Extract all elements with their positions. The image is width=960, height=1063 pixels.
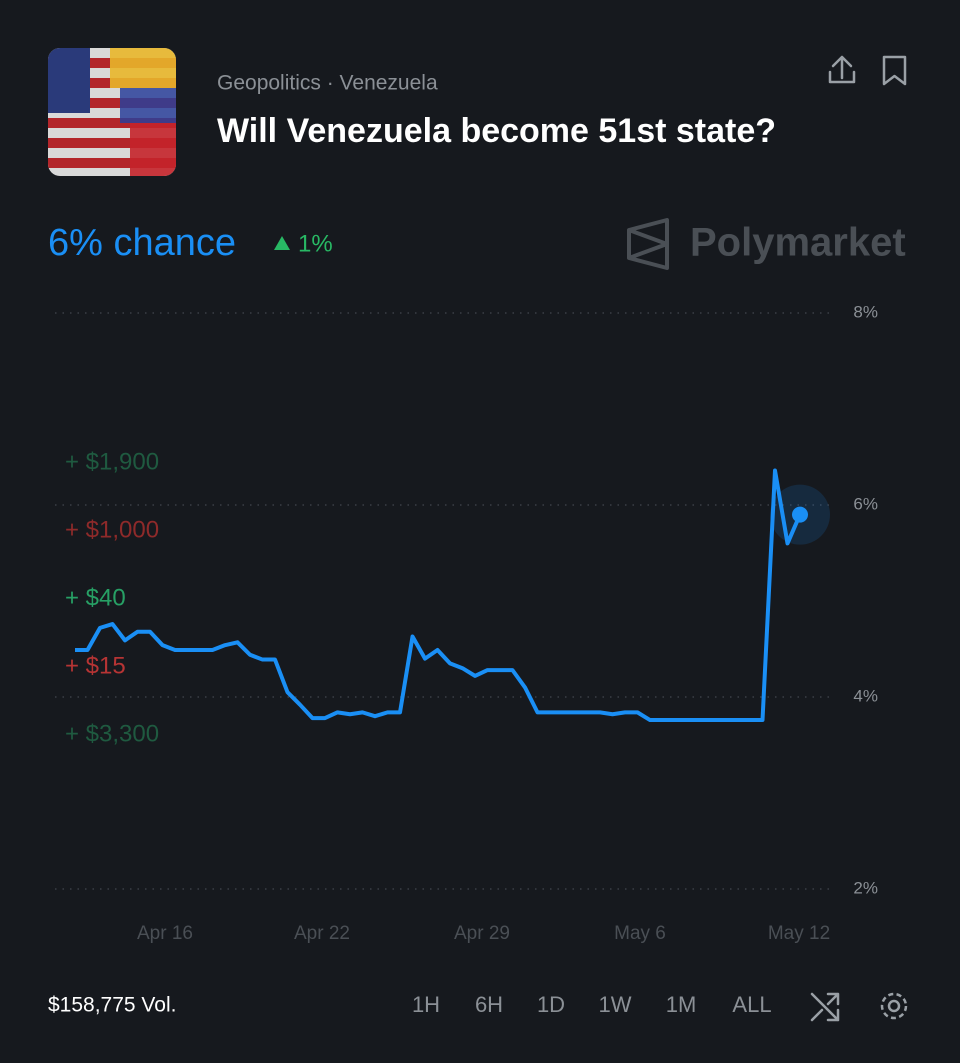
- timeframe-button[interactable]: 1D: [537, 992, 565, 1017]
- category[interactable]: Geopolitics · Venezuela: [217, 72, 438, 95]
- trade-label: + $40: [65, 584, 126, 611]
- trade-label: + $15: [65, 652, 126, 679]
- x-tick-label: Apr 29: [454, 923, 510, 944]
- change-arrow: [274, 236, 290, 250]
- timeframe-button[interactable]: 6H: [475, 992, 503, 1017]
- volume: $158,775 Vol.: [48, 994, 176, 1017]
- chart: 2% 4% 6% 8% Apr 16 Apr 22 Apr 29 May 6 May 12: [55, 302, 878, 944]
- trade-label: + $3,300: [65, 720, 159, 747]
- share-icon[interactable]: [828, 55, 856, 84]
- current-point: [792, 506, 808, 523]
- bookmark-icon[interactable]: [882, 55, 907, 86]
- question-title: Will Venezuela become 51st state?: [217, 112, 776, 150]
- timeframe-button[interactable]: 1H: [412, 992, 440, 1017]
- shuffle-icon[interactable]: [810, 992, 840, 1022]
- market-image: [48, 48, 176, 176]
- timeframe-button[interactable]: ALL: [732, 992, 771, 1017]
- x-tick-label: Apr 22: [294, 923, 350, 944]
- chance: 6% chance: [48, 222, 236, 264]
- brand-logo: [627, 218, 669, 270]
- trades: + $1,900 + $1,000 + $40 + $15 + $3,300: [65, 448, 159, 747]
- y-tick-label: 8%: [853, 302, 878, 321]
- brand: Polymarket: [690, 221, 906, 265]
- x-tick-label: May 12: [768, 923, 830, 944]
- x-tick-label: May 6: [614, 923, 666, 944]
- trade-label: + $1,900: [65, 448, 159, 475]
- settings-icon[interactable]: [880, 992, 908, 1020]
- y-tick-label: 4%: [853, 686, 878, 705]
- y-tick-label: 2%: [853, 878, 878, 897]
- trade-label: + $1,000: [65, 516, 159, 543]
- timeframe-button[interactable]: 1M: [666, 992, 697, 1017]
- price-line: [75, 468, 802, 723]
- timeframe-button[interactable]: 1W: [599, 992, 632, 1017]
- y-tick-label: 6%: [853, 494, 878, 513]
- change: 1%: [298, 230, 333, 257]
- timeframes: 1H 6H 1D 1W 1M ALL: [412, 992, 772, 1017]
- x-tick-label: Apr 16: [137, 923, 193, 944]
